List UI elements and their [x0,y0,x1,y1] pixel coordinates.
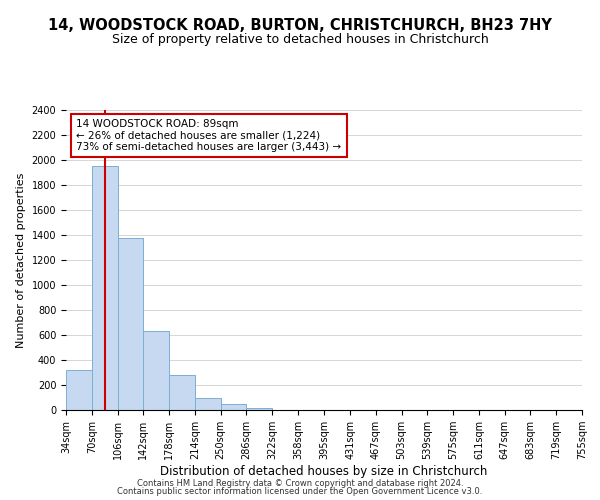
Bar [66,370,92,410]
Bar [247,408,272,410]
Bar [169,375,195,410]
Text: Contains HM Land Registry data © Crown copyright and database right 2024.: Contains HM Land Registry data © Crown c… [137,478,463,488]
Bar [118,238,143,410]
Bar [92,166,118,410]
Text: Contains public sector information licensed under the Open Government Licence v3: Contains public sector information licen… [118,487,482,496]
X-axis label: Distribution of detached houses by size in Christchurch: Distribution of detached houses by size … [160,465,488,478]
Bar [143,331,169,410]
Bar [221,404,247,410]
Text: 14 WOODSTOCK ROAD: 89sqm
← 26% of detached houses are smaller (1,224)
73% of sem: 14 WOODSTOCK ROAD: 89sqm ← 26% of detach… [76,119,341,152]
Text: 14, WOODSTOCK ROAD, BURTON, CHRISTCHURCH, BH23 7HY: 14, WOODSTOCK ROAD, BURTON, CHRISTCHURCH… [48,18,552,32]
Text: Size of property relative to detached houses in Christchurch: Size of property relative to detached ho… [112,32,488,46]
Y-axis label: Number of detached properties: Number of detached properties [16,172,26,348]
Bar [195,398,221,410]
